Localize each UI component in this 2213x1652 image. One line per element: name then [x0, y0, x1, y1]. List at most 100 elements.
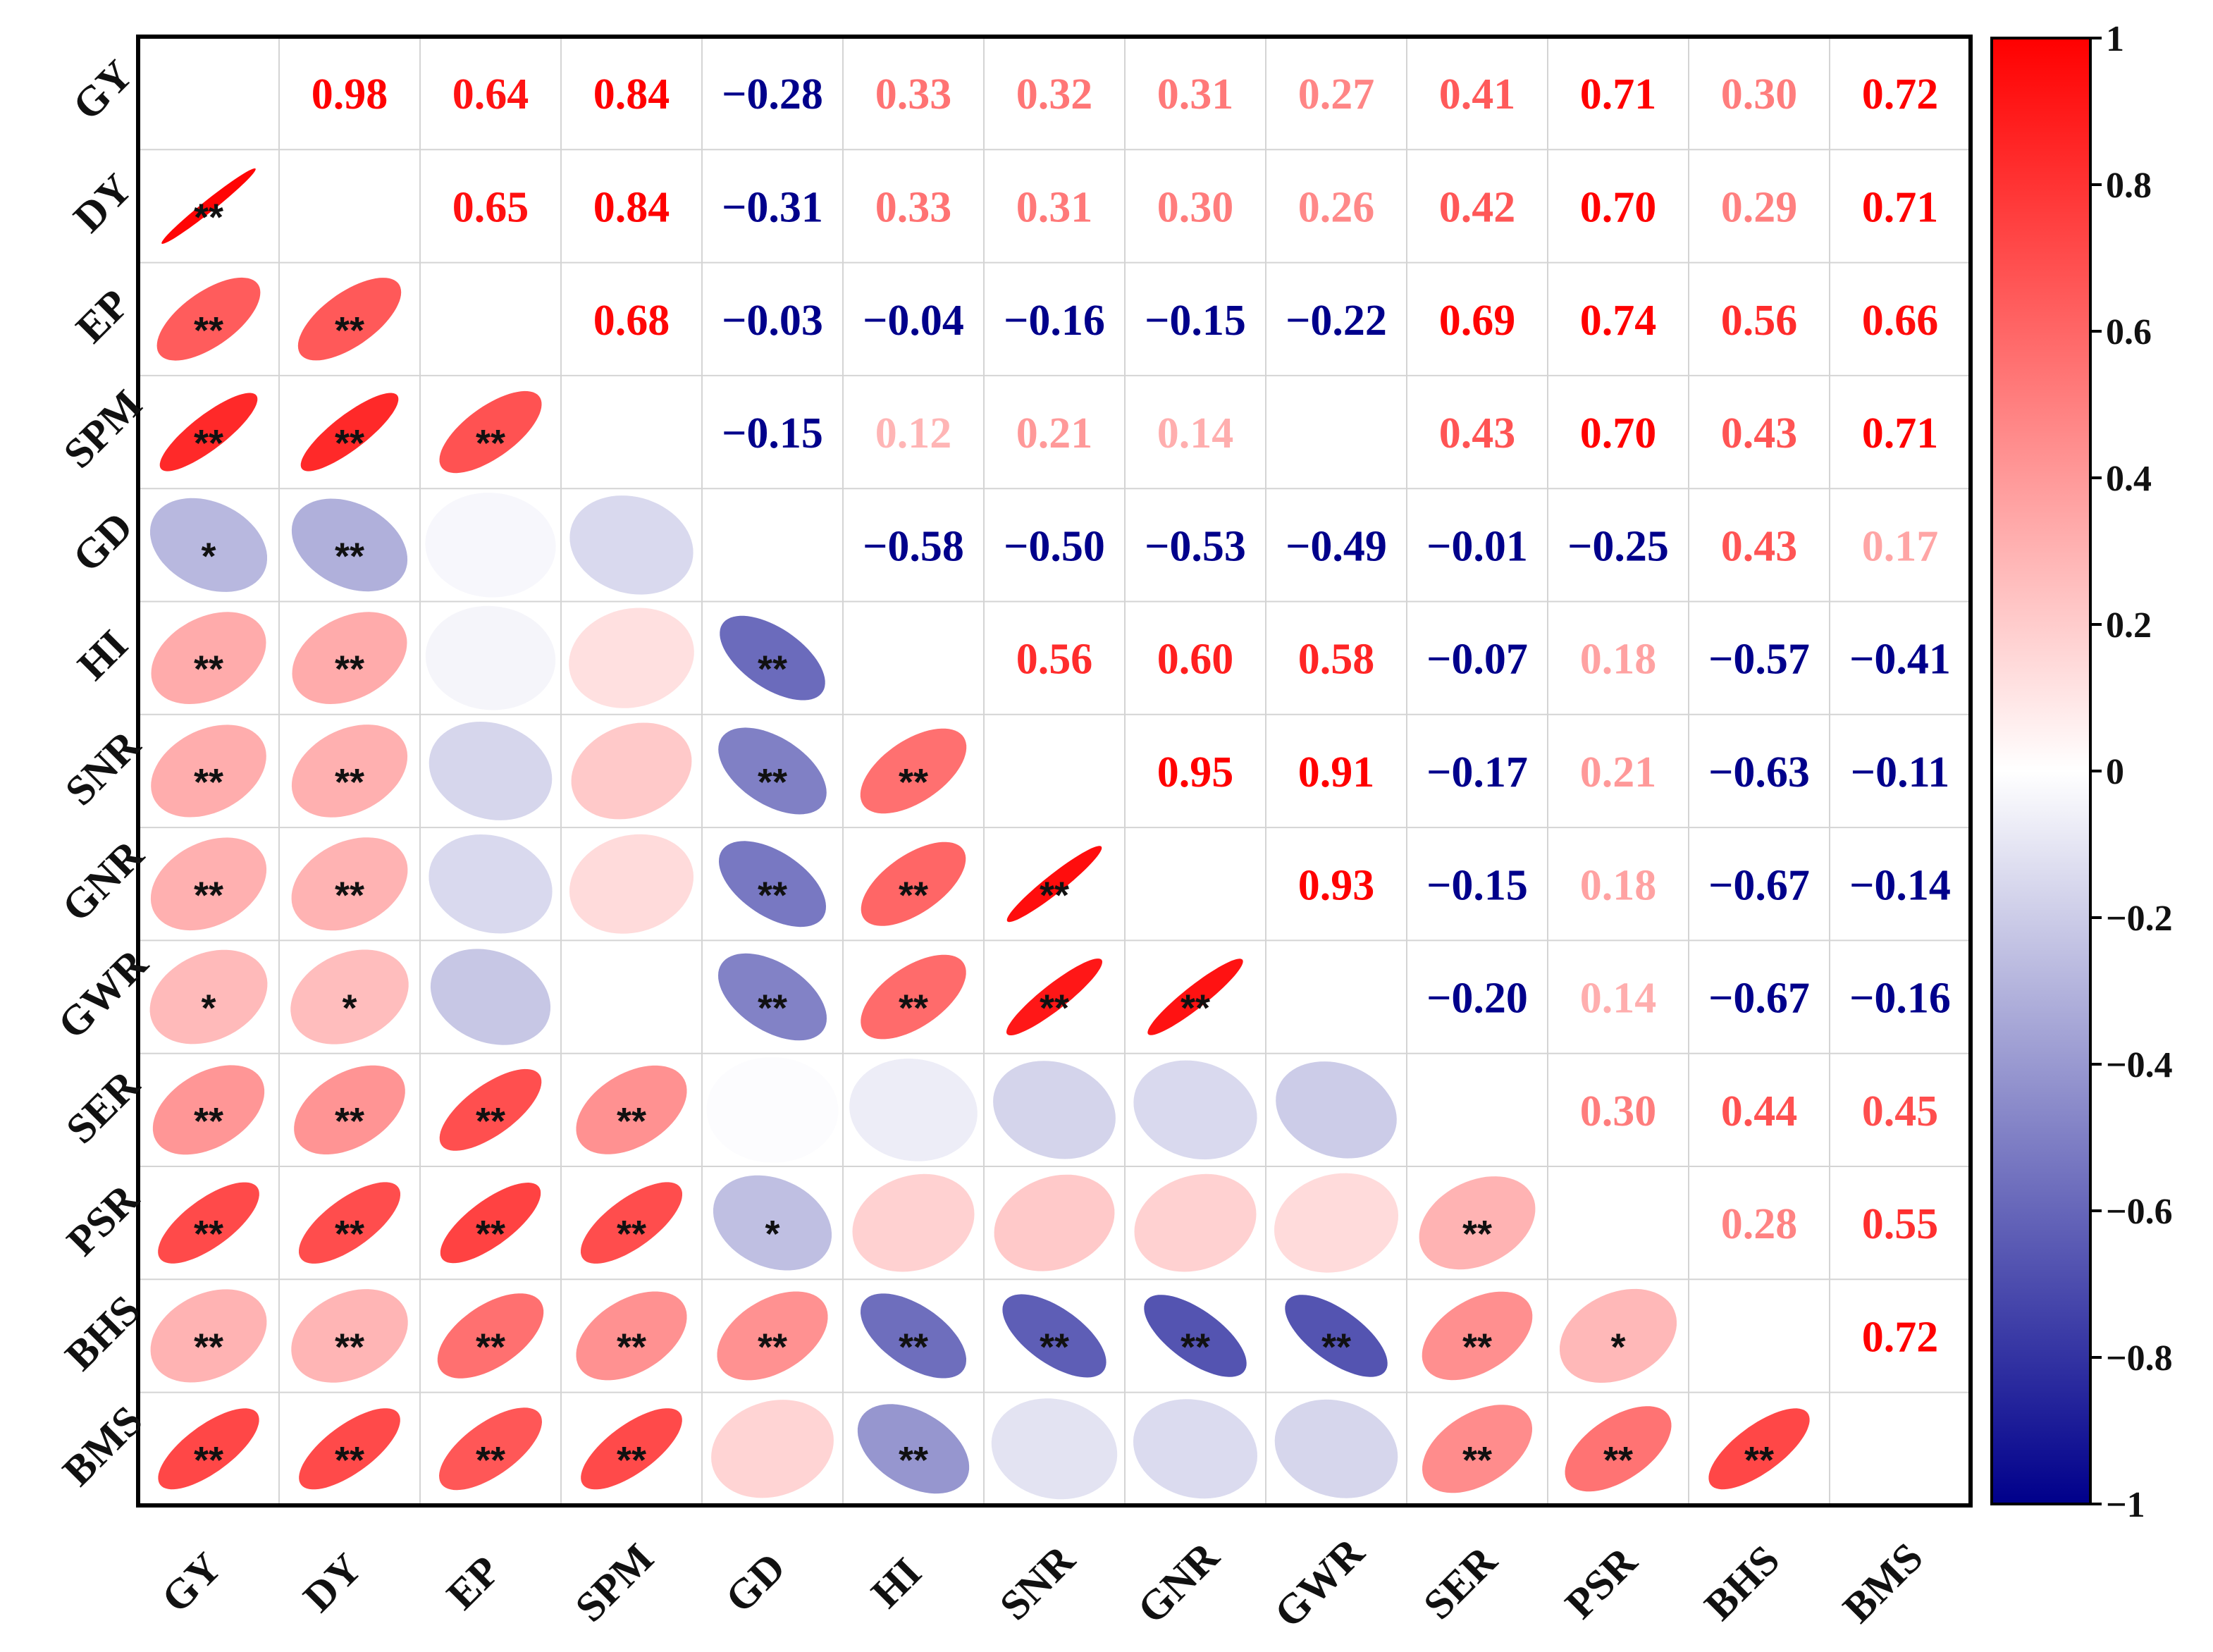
significance-marker: ** — [194, 1326, 223, 1368]
column-label-ep: EP — [438, 1547, 509, 1618]
significance-marker: ** — [335, 1100, 364, 1142]
correlation-ellipse-gwr-gnr — [1147, 958, 1243, 1035]
correlation-label-ep-hi: −0.04 — [863, 297, 964, 345]
correlation-label-spm-gnr: 0.14 — [1157, 409, 1234, 457]
row-label-psr: PSR — [58, 1175, 147, 1264]
significance-marker: ** — [476, 1100, 505, 1142]
significance-marker: ** — [476, 422, 505, 464]
correlation-label-hi-ser: −0.07 — [1426, 636, 1528, 684]
correlation-label-gd-gwr: −0.49 — [1286, 522, 1387, 570]
correlation-ellipse-spm-dy — [300, 393, 399, 471]
significance-marker: ** — [335, 1326, 364, 1368]
row-label-hi: HI — [68, 621, 136, 689]
correlation-ellipse-ser-gy — [152, 1065, 265, 1155]
correlation-ellipse-ser-gnr — [1133, 1060, 1257, 1160]
correlation-ellipse-spm-gy — [159, 393, 258, 471]
correlation-ellipse-bhs-snr — [1002, 1294, 1106, 1378]
correlation-ellipse-gnr-gd — [719, 841, 826, 927]
correlation-ellipse-bhs-gnr — [1144, 1295, 1247, 1377]
significance-marker: ** — [476, 1439, 505, 1481]
correlation-label-dy-bhs: 0.29 — [1721, 183, 1798, 231]
correlation-label-spm-gd: −0.15 — [722, 409, 823, 457]
significance-marker: ** — [335, 1213, 364, 1255]
correlation-label-hi-gnr: 0.60 — [1157, 636, 1234, 684]
colorbar-gradient — [1990, 37, 2092, 1505]
correlation-ellipse-bms-spm — [581, 1408, 682, 1490]
correlation-label-spm-psr: 0.70 — [1580, 409, 1657, 457]
significance-marker: ** — [476, 1213, 505, 1255]
column-label-ser: SER — [1414, 1537, 1506, 1629]
correlation-label-dy-bms: 0.71 — [1862, 183, 1939, 231]
correlation-ellipse-hi-gy — [151, 612, 266, 704]
correlation-label-snr-bhs: −0.63 — [1708, 748, 1810, 796]
significance-marker: ** — [335, 535, 364, 577]
correlation-ellipse-bms-gy — [158, 1408, 259, 1490]
column-label-gy: GY — [152, 1543, 230, 1621]
significance-marker: ** — [476, 1326, 505, 1368]
correlation-ellipse-psr-gwr — [1274, 1173, 1398, 1273]
correlation-ellipse-snr-ep — [429, 722, 553, 820]
significance-marker: * — [342, 987, 357, 1030]
significance-marker: * — [201, 535, 216, 577]
significance-marker: ** — [1040, 987, 1069, 1030]
correlation-label-gnr-gwr: 0.93 — [1298, 861, 1375, 909]
correlation-label-gy-snr: 0.32 — [1016, 70, 1093, 118]
correlation-label-hi-bhs: −0.57 — [1708, 636, 1810, 684]
correlation-ellipse-bms-ep — [439, 1407, 542, 1491]
colorbar-tick-label: 0.6 — [2106, 312, 2152, 352]
row-label-gwr: GWR — [49, 939, 156, 1047]
correlation-ellipse-ep-dy — [297, 278, 402, 361]
correlation-label-gy-gd: −0.28 — [722, 70, 823, 118]
correlation-label-ep-bms: 0.66 — [1862, 297, 1939, 345]
correlation-label-gd-snr: −0.50 — [1004, 522, 1105, 570]
colorbar-tick-label: 0.4 — [2106, 459, 2152, 499]
matrix-cells: 0.98 0.64 0.84 −0.28 0.33 0.32 0.31 0.27 0.41 0.7… — [149, 70, 1951, 1500]
correlation-label-hi-bms: −0.41 — [1849, 636, 1951, 684]
significance-marker: ** — [194, 874, 223, 916]
correlation-label-gy-ser: 0.41 — [1439, 70, 1516, 118]
significance-marker: ** — [758, 761, 787, 803]
correlation-label-ep-snr: −0.16 — [1004, 297, 1105, 345]
significance-marker: ** — [617, 1326, 646, 1368]
correlation-label-gy-spm: 0.84 — [593, 70, 670, 118]
matrix-frame — [136, 35, 1973, 1508]
colorbar: 1 0.8 0.6 0.4 0.2 0 −0.2 −0.4 −0.6 −0.8 −1 — [1990, 19, 2173, 1525]
row-label-gy: GY — [63, 51, 141, 129]
correlation-label-hi-gwr: 0.58 — [1298, 636, 1375, 684]
column-label-bhs: BHS — [1696, 1536, 1789, 1629]
correlation-label-spm-snr: 0.21 — [1016, 409, 1093, 457]
correlation-ellipse-gwr-gy — [149, 949, 268, 1044]
significance-marker: ** — [194, 1439, 223, 1481]
correlation-ellipse-ser-hi — [849, 1059, 978, 1161]
correlation-label-gwr-psr: 0.14 — [1580, 975, 1657, 1023]
correlation-label-ep-gnr: −0.15 — [1145, 297, 1246, 345]
correlation-ellipse-gnr-hi — [861, 842, 966, 926]
row-label-ser: SER — [57, 1061, 149, 1152]
correlation-label-gnr-psr: 0.18 — [1580, 861, 1657, 909]
significance-marker: ** — [335, 1439, 364, 1481]
row-label-gd: GD — [63, 503, 141, 581]
correlation-ellipse-psr-gd — [713, 1175, 832, 1271]
correlation-label-gwr-bhs: −0.67 — [1708, 975, 1810, 1023]
correlation-ellipse-ser-gwr — [1276, 1061, 1397, 1159]
correlation-ellipse-bms-gnr — [1133, 1399, 1257, 1499]
significance-marker: ** — [617, 1439, 646, 1481]
correlation-ellipse-dy-gy — [161, 168, 256, 244]
correlation-ellipse-snr-spm — [571, 722, 692, 820]
correlation-label-gwr-bms: −0.16 — [1849, 975, 1951, 1023]
row-label-dy: DY — [65, 165, 141, 241]
significance-marker: ** — [1321, 1326, 1351, 1368]
correlation-ellipse-gwr-snr — [1006, 958, 1102, 1035]
correlation-ellipse-bhs-spm — [576, 1291, 687, 1381]
significance-marker: ** — [335, 761, 364, 803]
significance-marker: ** — [758, 1326, 787, 1368]
correlation-ellipse-bhs-dy — [291, 1289, 408, 1383]
correlation-label-ser-psr: 0.30 — [1580, 1087, 1657, 1135]
significance-marker: ** — [1462, 1326, 1492, 1368]
correlation-ellipse-psr-snr — [994, 1174, 1115, 1271]
correlation-label-gwr-ser: −0.20 — [1426, 975, 1528, 1023]
correlation-ellipse-bms-psr — [1565, 1406, 1672, 1492]
correlation-label-gd-bhs: 0.43 — [1721, 522, 1798, 570]
significance-marker: ** — [758, 874, 787, 916]
significance-marker: ** — [1040, 1326, 1069, 1368]
